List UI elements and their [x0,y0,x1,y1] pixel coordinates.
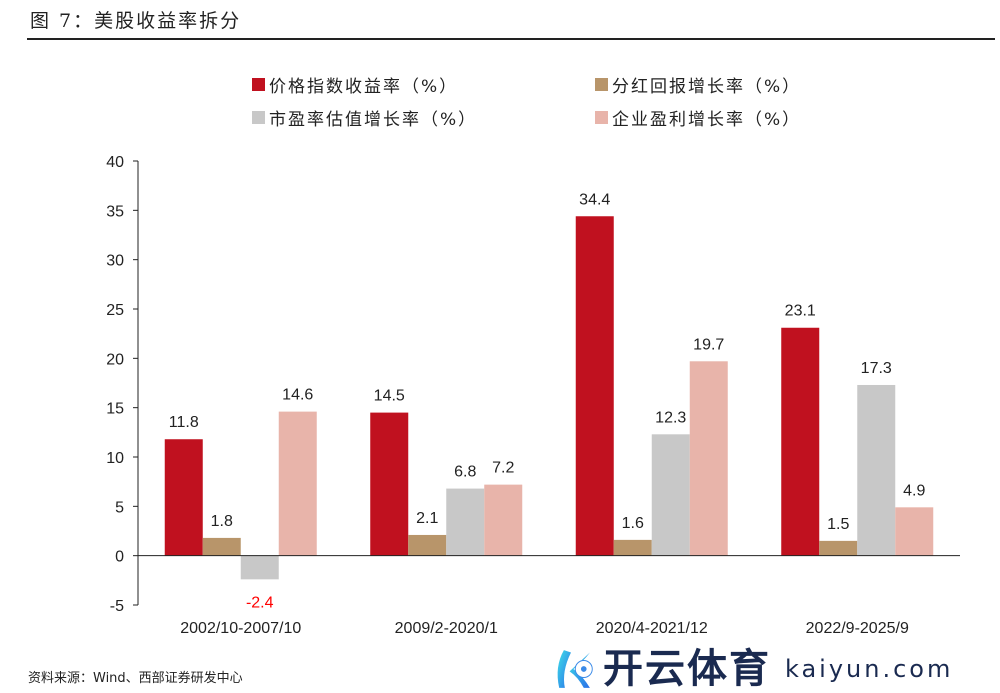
legend-label: 市盈率估值增长率（%） [269,110,478,130]
data-label: 23.1 [785,303,816,320]
bar [202,537,241,556]
bar [278,411,317,556]
legend-label: 分红回报增长率（%） [612,77,802,97]
data-label: 1.5 [827,516,849,533]
kaiyun-logo-icon [557,650,593,688]
bar [895,507,934,556]
bar [240,555,279,580]
y-tick-label: 0 [115,549,124,566]
bar [575,216,614,556]
data-label: -2.4 [246,594,274,611]
source-note: 资料来源：Wind、西部证券研发中心 [28,671,243,686]
bar [651,434,690,556]
bar [781,327,820,556]
legend-swatch [252,78,265,91]
legend-swatch [252,111,265,124]
data-label: 1.8 [211,513,233,530]
data-label: 34.4 [579,191,610,208]
legend-swatch [595,111,608,124]
watermark-en: kaiyun.com [785,655,954,683]
legend-item-pe: 市盈率估值增长率（%） [252,105,477,130]
legend-label: 价格指数收益率（%） [269,77,459,97]
data-label: 4.9 [903,482,925,499]
y-tick-label: 25 [106,302,124,319]
y-tick-label: 40 [106,154,124,171]
data-label: 12.3 [655,409,686,426]
legend-label: 企业盈利增长率（%） [612,110,802,130]
legend-item-earnings: 企业盈利增长率（%） [595,105,801,130]
x-tick-label: 2022/9-2025/9 [806,620,909,637]
bar [819,540,858,556]
data-label: 1.6 [622,515,644,532]
y-tick-label: 30 [106,253,124,270]
bar [613,539,652,556]
title-divider [27,38,995,40]
y-tick-label: 15 [106,401,124,418]
data-label: 7.2 [492,460,514,477]
bar [484,484,523,556]
data-label: 17.3 [861,360,892,377]
y-tick-label: 5 [115,499,124,516]
legend-item-dividend: 分红回报增长率（%） [595,72,801,97]
bar [164,439,203,556]
legend-item-price: 价格指数收益率（%） [252,72,458,97]
bar [446,488,485,556]
data-label: 11.8 [169,414,199,431]
x-tick-label: 2020/4-2021/12 [596,620,708,637]
bar [857,384,896,556]
x-tick-label: 2009/2-2020/1 [395,620,498,637]
bar [370,412,409,556]
figure-title: 图 7：美股收益率拆分 [30,10,242,32]
y-tick-label: 35 [106,203,124,220]
data-label: 19.7 [693,336,724,353]
watermark-logo: 开云体育 kaiyun.com [545,645,995,693]
bar [408,534,447,556]
y-tick-label: -5 [110,598,124,615]
y-tick-label: 20 [106,351,124,368]
x-tick-label: 2002/10-2007/10 [180,620,301,637]
bar [689,361,728,556]
data-label: 14.6 [282,387,313,404]
legend-swatch [595,78,608,91]
y-tick-label: 10 [106,450,124,467]
watermark-cn: 开云体育 [603,646,771,692]
data-label: 2.1 [416,510,438,527]
data-label: 6.8 [454,464,476,481]
data-label: 14.5 [374,388,405,405]
